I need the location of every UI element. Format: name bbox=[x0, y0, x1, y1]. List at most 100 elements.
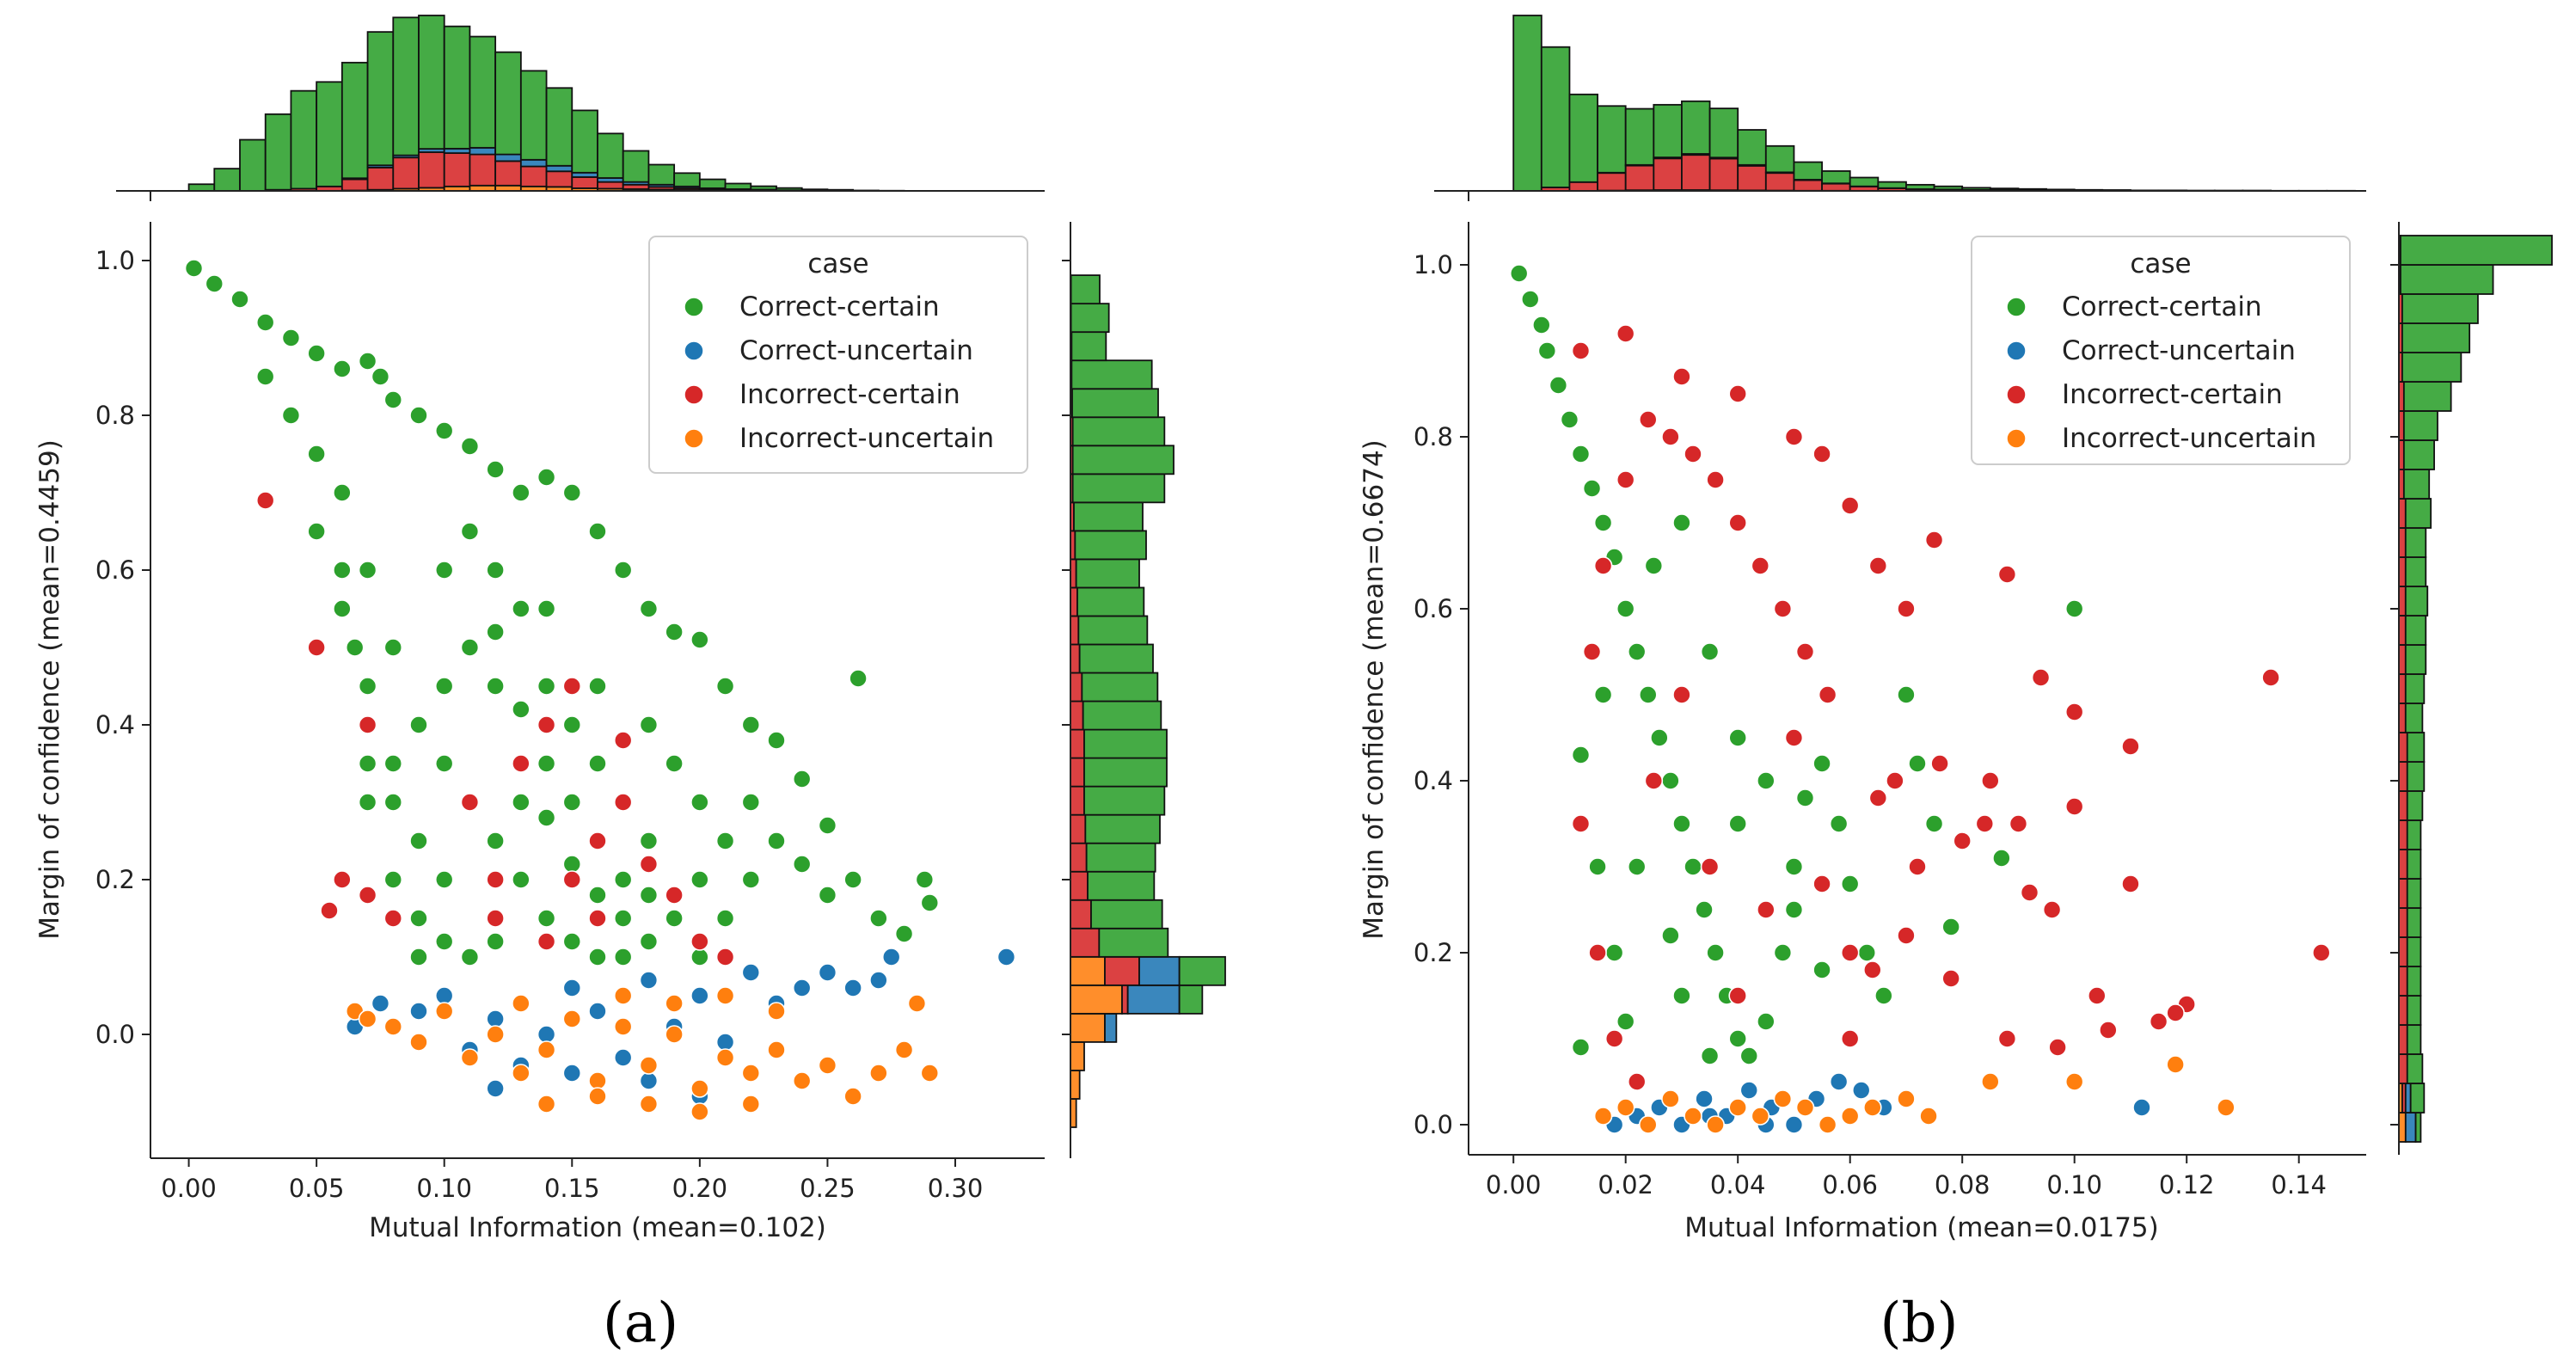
data-point bbox=[1981, 1072, 2000, 1091]
marginal-y-bar-incorrect-certain bbox=[1070, 672, 1083, 702]
marginal-y-bar-incorrect-certain bbox=[2398, 878, 2408, 909]
data-point bbox=[383, 870, 403, 889]
data-point bbox=[1582, 642, 1602, 661]
data-point bbox=[2166, 1055, 2185, 1074]
data-point bbox=[1706, 470, 1725, 489]
data-point bbox=[537, 909, 556, 928]
y-tick-label: 1.0 bbox=[95, 246, 135, 275]
data-point bbox=[997, 948, 1016, 966]
data-point bbox=[639, 715, 659, 734]
data-point bbox=[1897, 685, 1916, 704]
data-point bbox=[767, 731, 786, 750]
data-point bbox=[1593, 556, 1613, 575]
data-point bbox=[741, 793, 761, 812]
marginal-y-histogram-a bbox=[1062, 222, 1226, 1158]
marginal-y-bar-correct-certain bbox=[2402, 410, 2438, 441]
data-point bbox=[486, 460, 505, 479]
marginal-y-bar-correct-certain bbox=[1074, 530, 1147, 561]
marginal-x-bar-incorrect-certain bbox=[366, 166, 395, 191]
data-point bbox=[2132, 1098, 2151, 1117]
data-point bbox=[537, 468, 556, 487]
marginal-x-bar-correct-certain bbox=[239, 138, 267, 192]
y-tick-label: 0.2 bbox=[1414, 938, 1453, 967]
data-point bbox=[434, 561, 454, 580]
marginal-y-bar-correct-certain bbox=[1098, 927, 1169, 958]
data-point bbox=[2064, 599, 2084, 618]
marginal-x-bar-incorrect-certain bbox=[418, 151, 445, 189]
data-point bbox=[184, 259, 204, 278]
marginal-y-bar-correct-certain bbox=[2406, 907, 2422, 938]
data-point bbox=[333, 359, 352, 378]
marginal-x-bar-correct-certain bbox=[1597, 105, 1627, 174]
data-point bbox=[434, 1002, 454, 1021]
marginal-y-bar-correct-uncertain bbox=[2404, 1112, 2417, 1143]
marginal-y-bar-incorrect-certain bbox=[1104, 955, 1140, 986]
marginal-x-bar-correct-certain bbox=[1540, 46, 1571, 188]
marginal-x-bar-incorrect-certain bbox=[392, 156, 420, 190]
data-point bbox=[1520, 290, 1540, 309]
marginal-x-bar-correct-certain bbox=[443, 25, 471, 150]
marginal-x-bar-correct-certain bbox=[392, 16, 420, 156]
data-point bbox=[1908, 754, 1927, 773]
data-point bbox=[562, 932, 582, 951]
marginal-y-bar-correct-certain bbox=[1070, 331, 1107, 362]
legend-entry-correct-uncertain: Correct-uncertain bbox=[2062, 335, 2296, 366]
marginal-y-bar-correct-certain bbox=[1178, 984, 1204, 1015]
data-point bbox=[613, 909, 633, 928]
marginal-y-bar-correct-certain bbox=[2406, 849, 2422, 880]
marginal-x-bar-correct-certain bbox=[1568, 93, 1598, 183]
marginal-y-bar-incorrect-certain bbox=[2398, 527, 2407, 558]
data-point bbox=[2031, 668, 2051, 687]
data-point bbox=[1571, 445, 1591, 463]
marginal-y-bar-correct-certain bbox=[2401, 352, 2463, 383]
marginal-y-bar-correct-certain bbox=[2406, 732, 2426, 763]
data-point bbox=[1728, 814, 1747, 833]
series-incorrect-certain bbox=[255, 491, 735, 966]
data-point bbox=[2020, 883, 2039, 902]
marginal-y-bar-correct-certain bbox=[1070, 303, 1110, 334]
x-tick-label: 0.15 bbox=[544, 1174, 600, 1203]
data-point bbox=[1829, 1072, 1849, 1091]
data-point bbox=[512, 994, 531, 1013]
marginal-y-bar-correct-certain bbox=[1178, 955, 1226, 986]
legend-entry-incorrect-uncertain: Incorrect-uncertain bbox=[739, 423, 994, 454]
marginal-y-bar-correct-certain bbox=[1085, 842, 1156, 873]
data-point bbox=[1784, 900, 1804, 919]
data-point bbox=[843, 979, 862, 997]
panel-label: (b) bbox=[1880, 1291, 1959, 1355]
series-correct-uncertain bbox=[345, 948, 1016, 1106]
marginal-y-bar-incorrect-certain bbox=[1121, 984, 1129, 1015]
marginal-x-bar-incorrect-certain bbox=[1653, 157, 1683, 191]
data-point bbox=[562, 677, 582, 696]
data-point bbox=[1784, 728, 1804, 747]
marginal-x-bar-correct-certain bbox=[698, 178, 727, 189]
marginal-x-bar-incorrect-certain bbox=[1597, 172, 1627, 192]
data-point bbox=[639, 855, 659, 874]
data-point bbox=[690, 793, 709, 812]
data-point bbox=[1784, 427, 1804, 446]
data-point bbox=[1795, 642, 1815, 661]
marginal-y-bar-incorrect-certain bbox=[2398, 907, 2408, 938]
data-point bbox=[613, 561, 633, 580]
marginal-y-bar-correct-certain bbox=[1071, 473, 1166, 504]
legend-box bbox=[1971, 236, 2351, 465]
data-point bbox=[1757, 900, 1776, 919]
marginal-y-bar-correct-certain bbox=[1078, 643, 1154, 674]
data-point bbox=[1672, 685, 1691, 704]
data-point bbox=[1672, 367, 1691, 386]
data-point bbox=[1639, 685, 1658, 704]
marginal-y-bar-incorrect-certain bbox=[2398, 586, 2407, 617]
legend-box bbox=[648, 236, 1028, 474]
marginal-y-bar-correct-certain bbox=[2400, 264, 2494, 295]
marginal-x-bar-correct-certain bbox=[750, 185, 777, 191]
data-point bbox=[1997, 565, 2017, 584]
marginal-x-bar-correct-certain bbox=[494, 51, 522, 156]
data-point bbox=[1812, 960, 1831, 979]
data-point bbox=[588, 1002, 607, 1021]
data-point bbox=[434, 421, 454, 440]
data-point bbox=[562, 1009, 582, 1028]
data-point bbox=[741, 963, 761, 982]
data-point bbox=[715, 677, 735, 696]
data-point bbox=[1818, 685, 1837, 704]
marginal-y-bar-correct-certain bbox=[2402, 381, 2452, 412]
